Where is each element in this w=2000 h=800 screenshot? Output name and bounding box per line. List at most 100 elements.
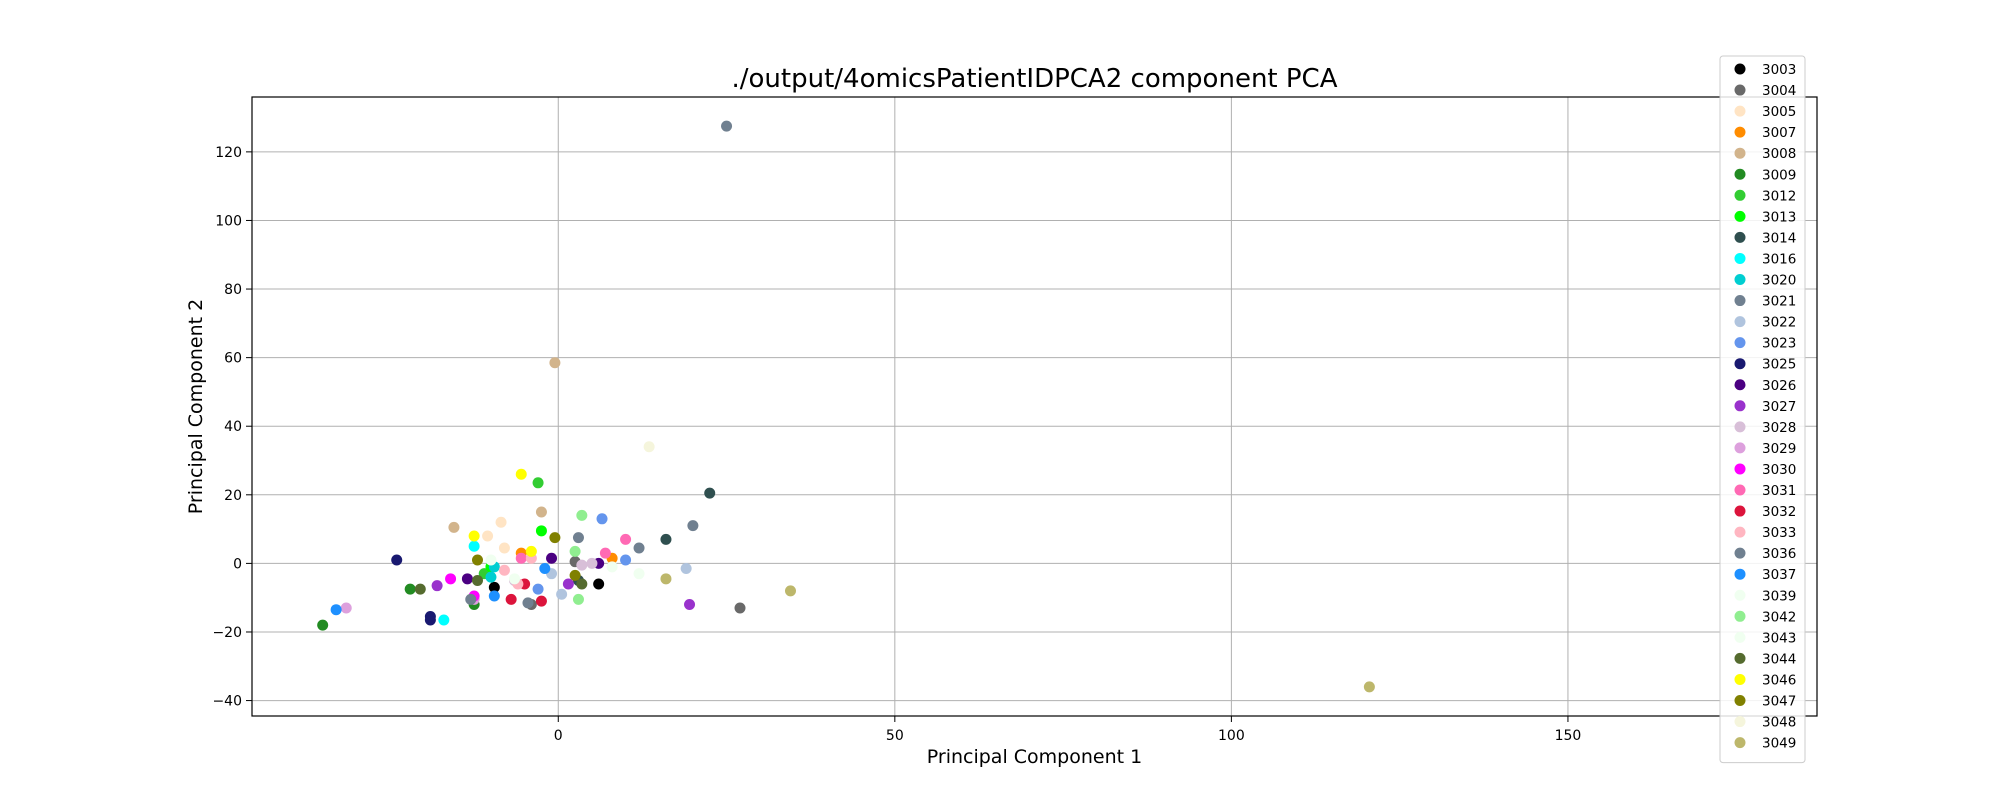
y-tick-label: 0 (233, 556, 242, 572)
data-point-3021 (687, 520, 699, 532)
data-point-3044 (471, 575, 483, 587)
legend-entry-3036: 3036 (1734, 546, 1796, 562)
legend-marker (1734, 316, 1746, 328)
legend-entry-3022: 3022 (1734, 315, 1796, 331)
legend-label: 3039 (1762, 588, 1796, 604)
legend-entry-3005: 3005 (1734, 104, 1796, 120)
legend-label: 3022 (1762, 315, 1796, 331)
legend-entry-3023: 3023 (1734, 336, 1796, 352)
data-point-3008 (549, 357, 561, 369)
data-point-3012 (532, 477, 544, 489)
legend-entry-3025: 3025 (1734, 357, 1796, 373)
legend-label: 3016 (1762, 251, 1796, 267)
legend-label: 3005 (1762, 104, 1796, 120)
data-point-3048 (643, 441, 655, 453)
legend-label: 3029 (1762, 441, 1796, 457)
legend-entry-3044: 3044 (1734, 651, 1796, 667)
data-point-3033 (498, 564, 510, 576)
legend-marker (1734, 442, 1746, 454)
data-point-3036 (465, 593, 477, 605)
data-point-3026 (461, 573, 473, 585)
data-point-3026 (546, 552, 558, 564)
legend-marker (1734, 252, 1746, 264)
legend-marker (1734, 337, 1746, 349)
y-axis-label: Principal Component 2 (185, 299, 207, 514)
chart-title: ./output/4omicsPatientIDPCA2 component P… (732, 64, 1338, 94)
y-tick-label: −20 (212, 625, 242, 641)
y-tick-label: 60 (224, 351, 242, 367)
data-point-3031 (599, 547, 611, 559)
legend-marker (1734, 484, 1746, 496)
legend-label: 3044 (1762, 651, 1796, 667)
legend-label: 3026 (1762, 378, 1796, 394)
legend-entry-3016: 3016 (1734, 251, 1796, 267)
legend-label: 3042 (1762, 609, 1796, 625)
data-point-3021 (721, 120, 733, 132)
data-point-3023 (620, 554, 632, 566)
legend-entry-3008: 3008 (1734, 146, 1796, 162)
legend-marker (1734, 231, 1746, 243)
legend-entry-3029: 3029 (1734, 441, 1796, 457)
data-point-3014 (704, 487, 716, 499)
data-point-3028 (576, 559, 588, 571)
data-point-3005 (482, 530, 494, 542)
data-point-3036 (572, 532, 584, 544)
legend-entry-3047: 3047 (1734, 694, 1796, 710)
data-point-3028 (586, 557, 598, 569)
data-point-3009 (404, 583, 416, 595)
legend-entry-3021: 3021 (1734, 294, 1796, 310)
legend-label: 3003 (1762, 62, 1796, 78)
data-point-3023 (532, 583, 544, 595)
y-tick-label: 80 (224, 282, 242, 298)
x-axis-ticks: 0 50 100 150 (554, 716, 1581, 744)
legend-marker (1734, 526, 1746, 538)
legend-marker (1734, 610, 1746, 622)
legend-label: 3043 (1762, 630, 1796, 646)
legend-entry-3042: 3042 (1734, 609, 1796, 625)
legend-entry-3020: 3020 (1734, 273, 1796, 289)
data-point-3042 (576, 509, 588, 521)
legend-label: 3033 (1762, 525, 1796, 541)
legend-entry-3027: 3027 (1734, 399, 1796, 415)
data-point-3016 (468, 540, 480, 552)
legend-entry-3048: 3048 (1734, 715, 1796, 731)
data-point-3004 (734, 602, 746, 614)
legend-label: 3047 (1762, 694, 1796, 710)
y-tick-label: 20 (224, 488, 242, 504)
data-point-3031 (620, 533, 632, 545)
data-point-3005 (495, 516, 507, 528)
legend-entry-3043: 3043 (1734, 630, 1796, 646)
legend-label: 3036 (1762, 546, 1796, 562)
legend-label: 3013 (1762, 209, 1796, 225)
data-point-3049 (660, 573, 672, 585)
legend-label: 3009 (1762, 167, 1796, 183)
legend-entry-3030: 3030 (1734, 462, 1796, 478)
data-point-3046 (515, 468, 527, 480)
data-point-3042 (569, 545, 581, 557)
data-point-3036 (522, 597, 534, 609)
legend-marker (1734, 652, 1746, 664)
legend-entry-3031: 3031 (1734, 483, 1796, 499)
legend-marker (1734, 105, 1746, 117)
legend-marker (1734, 737, 1746, 749)
legend-marker (1734, 210, 1746, 222)
legend-marker (1734, 695, 1746, 706)
data-point-3044 (414, 583, 426, 595)
y-tick-label: 40 (224, 419, 242, 435)
legend-entry-3013: 3013 (1734, 209, 1796, 225)
legend-marker (1734, 547, 1746, 559)
data-point-3046 (525, 545, 537, 557)
data-point-3047 (569, 569, 581, 581)
data-point-3008 (535, 506, 547, 518)
legend-label: 3028 (1762, 420, 1796, 436)
legend-label: 3032 (1762, 504, 1796, 520)
legend-marker (1734, 400, 1746, 412)
legend-label: 3046 (1762, 672, 1796, 688)
y-axis-ticks: −40 −20 0 20 40 60 80 100 120 (212, 145, 252, 710)
legend-label: 3023 (1762, 336, 1796, 352)
data-point-3008 (448, 521, 460, 533)
y-tick-label: 100 (215, 213, 242, 229)
data-point-3021 (633, 542, 645, 554)
legend-marker (1734, 295, 1746, 307)
